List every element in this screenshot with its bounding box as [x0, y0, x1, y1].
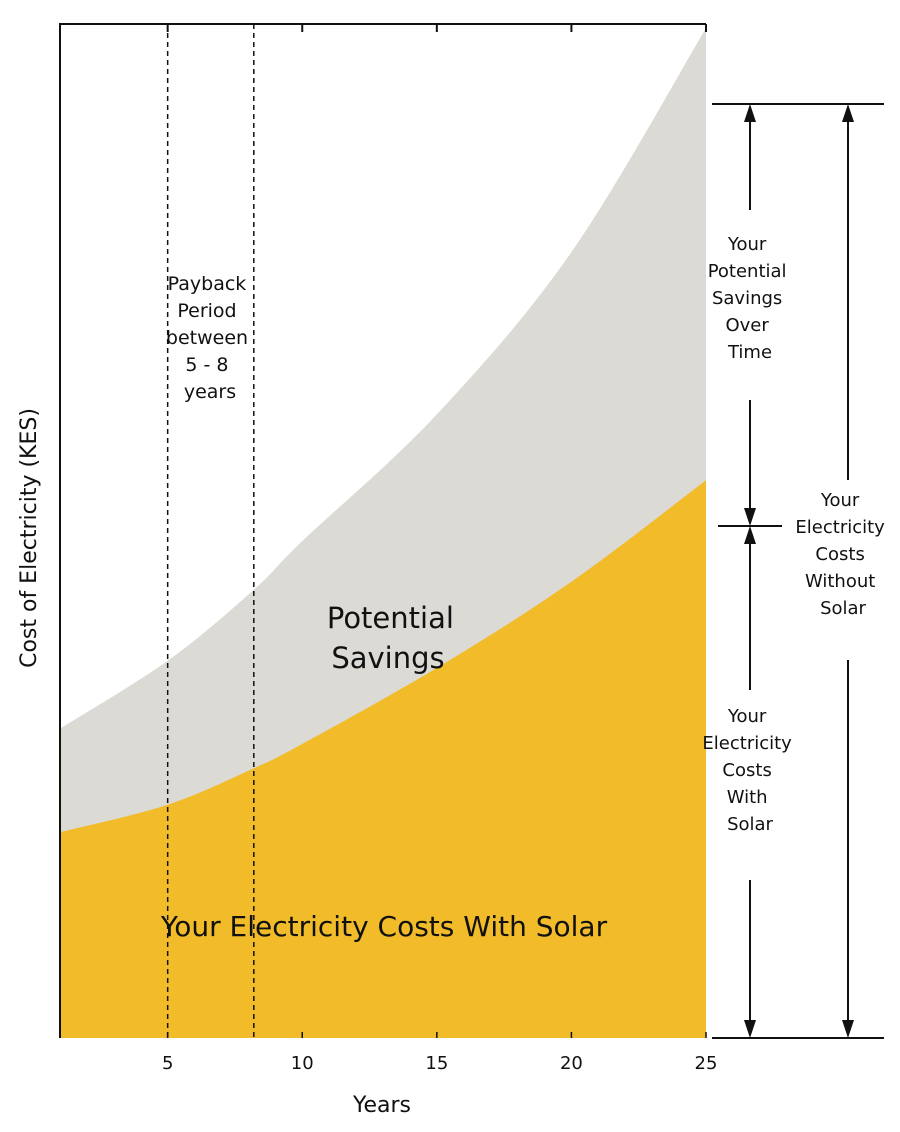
with-solar-bracket-line: Costs	[722, 760, 771, 781]
potential-savings-label-line: Savings	[331, 641, 444, 675]
arrow-down-icon	[744, 1020, 756, 1038]
payback-period-note: Payback Period between 5 - 8 years	[166, 273, 254, 403]
payback-note-line: years	[184, 381, 236, 403]
with-solar-bracket-line: With	[727, 787, 768, 808]
savings-bracket-line: Potential	[708, 261, 787, 282]
right-brackets	[712, 103, 884, 1039]
savings-bracket-label: Your Potential Savings Over Time	[708, 234, 793, 363]
without-solar-bracket-label: Your Electricity Costs Without Solar	[795, 490, 890, 619]
payback-note-line: between	[166, 327, 248, 349]
payback-note-line: Period	[177, 300, 236, 322]
payback-note-line: Payback	[168, 273, 247, 295]
savings-bracket-line: Over	[725, 315, 769, 336]
arrow-up-icon	[842, 104, 854, 122]
arrow-up-icon	[744, 526, 756, 544]
payback-note-line: 5 - 8	[185, 354, 228, 376]
with-solar-cost-area	[60, 480, 706, 1038]
with-solar-bracket-line: Solar	[727, 814, 773, 835]
x-tick-label: 25	[695, 1053, 718, 1074]
potential-savings-label-line: Potential	[327, 601, 454, 635]
without-solar-bracket-line: Without	[805, 571, 875, 592]
with-solar-bracket-label: Your Electricity Costs With Solar	[702, 706, 797, 835]
without-solar-bracket-line: Electricity	[795, 517, 885, 538]
savings-bracket-line: Your	[727, 234, 767, 255]
without-solar-bracket-line: Your	[820, 490, 860, 511]
arrow-down-icon	[744, 508, 756, 526]
y-axis-label: Cost of Electricity (KES)	[17, 408, 42, 668]
savings-bracket-line: Savings	[712, 288, 782, 309]
x-tick-label: 5	[162, 1053, 173, 1074]
arrowheads	[744, 104, 854, 1038]
without-solar-bracket-line: Costs	[815, 544, 864, 565]
arrow-up-icon	[744, 104, 756, 122]
potential-savings-label: Potential Savings	[327, 601, 463, 675]
x-axis-label: Years	[352, 1093, 411, 1118]
plot-frame	[59, 23, 706, 1038]
with-solar-area-label: Your Electricity Costs With Solar	[160, 910, 608, 943]
with-solar-bracket-line: Your	[727, 706, 767, 727]
without-solar-bracket-line: Solar	[820, 598, 866, 619]
arrow-down-icon	[842, 1020, 854, 1038]
x-tick-label: 15	[425, 1053, 448, 1074]
with-solar-bracket-line: Electricity	[702, 733, 792, 754]
x-tick-label: 20	[560, 1053, 583, 1074]
savings-bracket-line: Time	[727, 342, 772, 363]
x-tick-label: 10	[291, 1053, 314, 1074]
